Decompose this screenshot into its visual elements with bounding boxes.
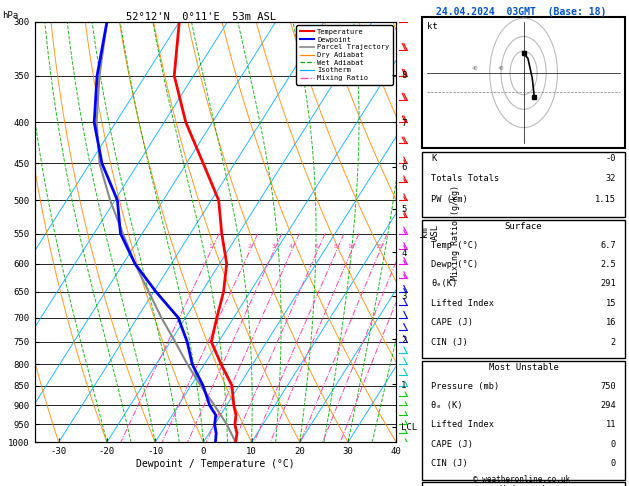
Text: 16: 16 [606, 318, 616, 328]
Text: 15: 15 [606, 299, 616, 308]
Bar [423, 482, 625, 486]
Text: Pressure (mb): Pressure (mb) [431, 382, 499, 391]
Text: CIN (J): CIN (J) [431, 459, 468, 469]
Text: Lifted Index: Lifted Index [431, 420, 494, 430]
Text: 8: 8 [334, 243, 338, 249]
Text: 4: 4 [289, 243, 293, 249]
Bar [423, 17, 625, 148]
Text: Totals Totals: Totals Totals [431, 174, 499, 184]
Text: 2: 2 [247, 243, 251, 249]
Text: 32: 32 [606, 174, 616, 184]
Text: kt: kt [427, 22, 438, 31]
Bar [423, 220, 625, 358]
Text: 3: 3 [272, 243, 276, 249]
Text: 40: 40 [472, 67, 479, 71]
Text: 0: 0 [611, 440, 616, 449]
Text: Temp (°C): Temp (°C) [431, 241, 478, 250]
Text: 15: 15 [376, 243, 383, 249]
Text: Hodograph: Hodograph [499, 485, 548, 486]
Legend: Temperature, Dewpoint, Parcel Trajectory, Dry Adiabat, Wet Adiabat, Isotherm, Mi: Temperature, Dewpoint, Parcel Trajectory… [296, 25, 392, 85]
Text: 1.15: 1.15 [595, 195, 616, 205]
Text: 40: 40 [498, 67, 504, 71]
Text: 750: 750 [600, 382, 616, 391]
Text: θₑ(K): θₑ(K) [431, 279, 457, 289]
Text: 10: 10 [347, 243, 355, 249]
Text: CIN (J): CIN (J) [431, 338, 468, 347]
Text: θₑ (K): θₑ (K) [431, 401, 462, 410]
Text: 6: 6 [315, 243, 319, 249]
Text: CAPE (J): CAPE (J) [431, 318, 473, 328]
Text: hPa: hPa [2, 11, 18, 20]
Text: 0: 0 [611, 459, 616, 469]
Text: Mixing Ratio (g/kg): Mixing Ratio (g/kg) [450, 185, 460, 279]
Text: © weatheronline.co.uk: © weatheronline.co.uk [473, 474, 570, 484]
Text: 24.04.2024  03GMT  (Base: 18): 24.04.2024 03GMT (Base: 18) [437, 7, 606, 17]
Text: Lifted Index: Lifted Index [431, 299, 494, 308]
Text: Dewp (°C): Dewp (°C) [431, 260, 478, 269]
Text: 11: 11 [606, 420, 616, 430]
Text: PW (cm): PW (cm) [431, 195, 468, 205]
Bar [423, 361, 625, 480]
Text: 2: 2 [611, 338, 616, 347]
Text: 294: 294 [600, 401, 616, 410]
Text: 6.7: 6.7 [600, 241, 616, 250]
Text: CAPE (J): CAPE (J) [431, 440, 473, 449]
Text: 1: 1 [208, 243, 212, 249]
Text: 291: 291 [600, 279, 616, 289]
Text: Surface: Surface [505, 222, 542, 231]
Bar [423, 152, 625, 217]
X-axis label: Dewpoint / Temperature (°C): Dewpoint / Temperature (°C) [136, 459, 295, 469]
Text: -0: -0 [606, 154, 616, 163]
Y-axis label: km
ASL: km ASL [420, 224, 440, 240]
Text: 2.5: 2.5 [600, 260, 616, 269]
Text: K: K [431, 154, 437, 163]
Text: Most Unstable: Most Unstable [489, 363, 559, 372]
Text: 52°12'N  0°11'E  53m ASL: 52°12'N 0°11'E 53m ASL [126, 12, 276, 22]
